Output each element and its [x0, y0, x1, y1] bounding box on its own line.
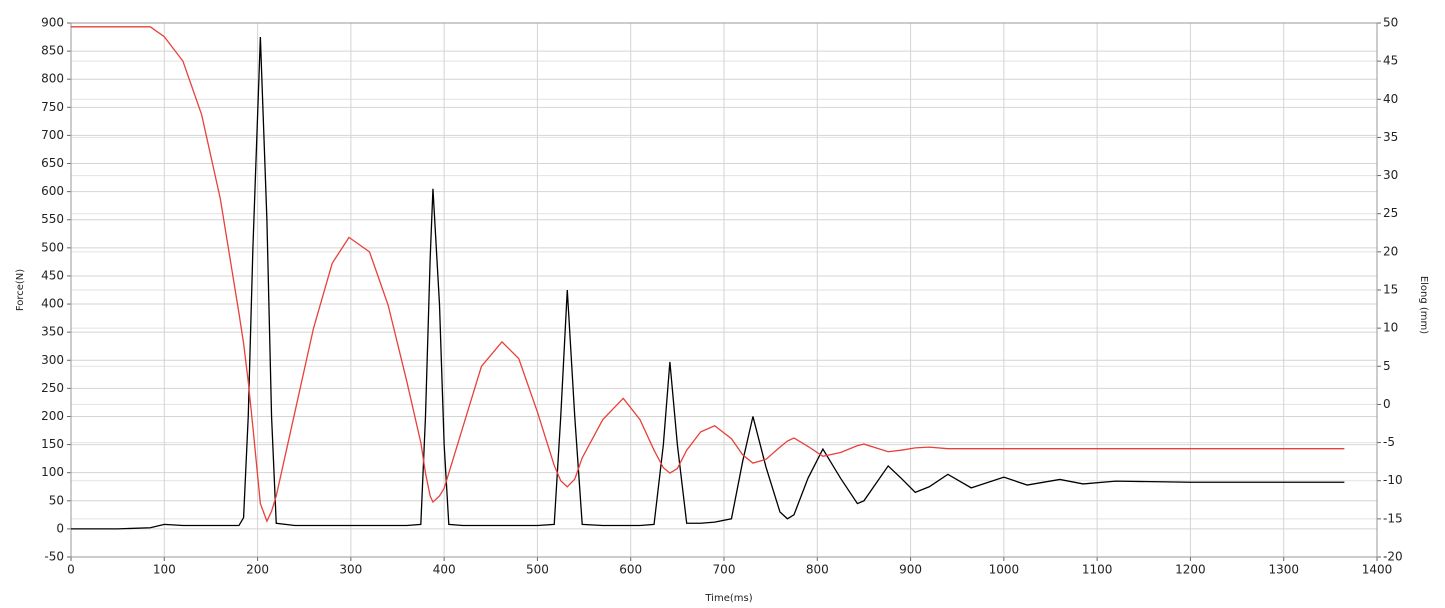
y2-tick-label: 50 [1383, 16, 1398, 30]
y2-tick-label: 25 [1383, 206, 1398, 220]
y-axis-label: Force(N) [15, 269, 26, 311]
y-tick-label: 50 [49, 493, 64, 507]
y-tick-label: 900 [41, 16, 64, 30]
y2-tick-label: 20 [1383, 244, 1398, 258]
y2-tick-label: -10 [1383, 473, 1403, 487]
x-tick-label: 100 [153, 563, 176, 577]
y-tick-label: 600 [41, 184, 64, 198]
x-tick-label: 700 [713, 563, 736, 577]
y2-tick-label: 30 [1383, 168, 1398, 182]
y2-tick-label: 10 [1383, 321, 1398, 335]
x-tick-label: 400 [433, 563, 456, 577]
y-tick-label: 300 [41, 353, 64, 367]
x-tick-label: 1200 [1175, 563, 1206, 577]
y2-tick-label: 40 [1383, 92, 1398, 106]
y2-axis-label: Elong (mm) [1418, 276, 1429, 334]
x-tick-label: 0 [67, 563, 75, 577]
y2-tick-label: 0 [1383, 397, 1391, 411]
y-tick-label: 650 [41, 156, 64, 170]
y-tick-label: 850 [41, 44, 64, 58]
y-tick-label: 700 [41, 128, 64, 142]
y2-tick-label: -15 [1383, 511, 1403, 525]
y2-tick-label: 5 [1383, 359, 1391, 373]
y-tick-label: 200 [41, 409, 64, 423]
x-axis-label: Time(ms) [704, 593, 752, 604]
x-tick-label: 1300 [1268, 563, 1299, 577]
y2-tick-label: 35 [1383, 130, 1398, 144]
y2-tick-label: 45 [1383, 54, 1398, 68]
line-series [71, 37, 1345, 530]
line-series [71, 26, 1345, 523]
y2-tick-label: -5 [1383, 435, 1395, 449]
y-tick-label: 450 [41, 268, 64, 282]
x-tick-label: 200 [246, 563, 269, 577]
y-tick-label: 550 [41, 212, 64, 226]
y-tick-label: 350 [41, 325, 64, 339]
y-tick-label: -50 [44, 550, 64, 564]
x-tick-label: 1100 [1082, 563, 1113, 577]
x-tick-label: 900 [899, 563, 922, 577]
y-tick-label: 0 [56, 521, 64, 535]
x-tick-label: 1000 [989, 563, 1020, 577]
plot-border [70, 22, 1378, 558]
x-tick-label: 500 [526, 563, 549, 577]
y-tick-label: 400 [41, 297, 64, 311]
y2-tick-label: 15 [1383, 283, 1398, 297]
y-tick-label: 800 [41, 72, 64, 86]
y-tick-label: 250 [41, 381, 64, 395]
x-tick-label: 800 [806, 563, 829, 577]
y-tick-label: 100 [41, 465, 64, 479]
y-tick-label: 500 [41, 240, 64, 254]
x-tick-label: 600 [619, 563, 642, 577]
y-tick-label: 750 [41, 100, 64, 114]
y-tick-label: 150 [41, 437, 64, 451]
x-tick-label: 1400 [1362, 563, 1393, 577]
x-tick-label: 300 [339, 563, 362, 577]
y2-tick-label: -20 [1383, 550, 1403, 564]
